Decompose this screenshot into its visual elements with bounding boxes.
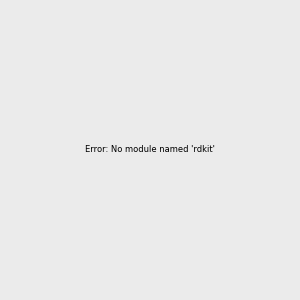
Text: Error: No module named 'rdkit': Error: No module named 'rdkit': [85, 146, 215, 154]
